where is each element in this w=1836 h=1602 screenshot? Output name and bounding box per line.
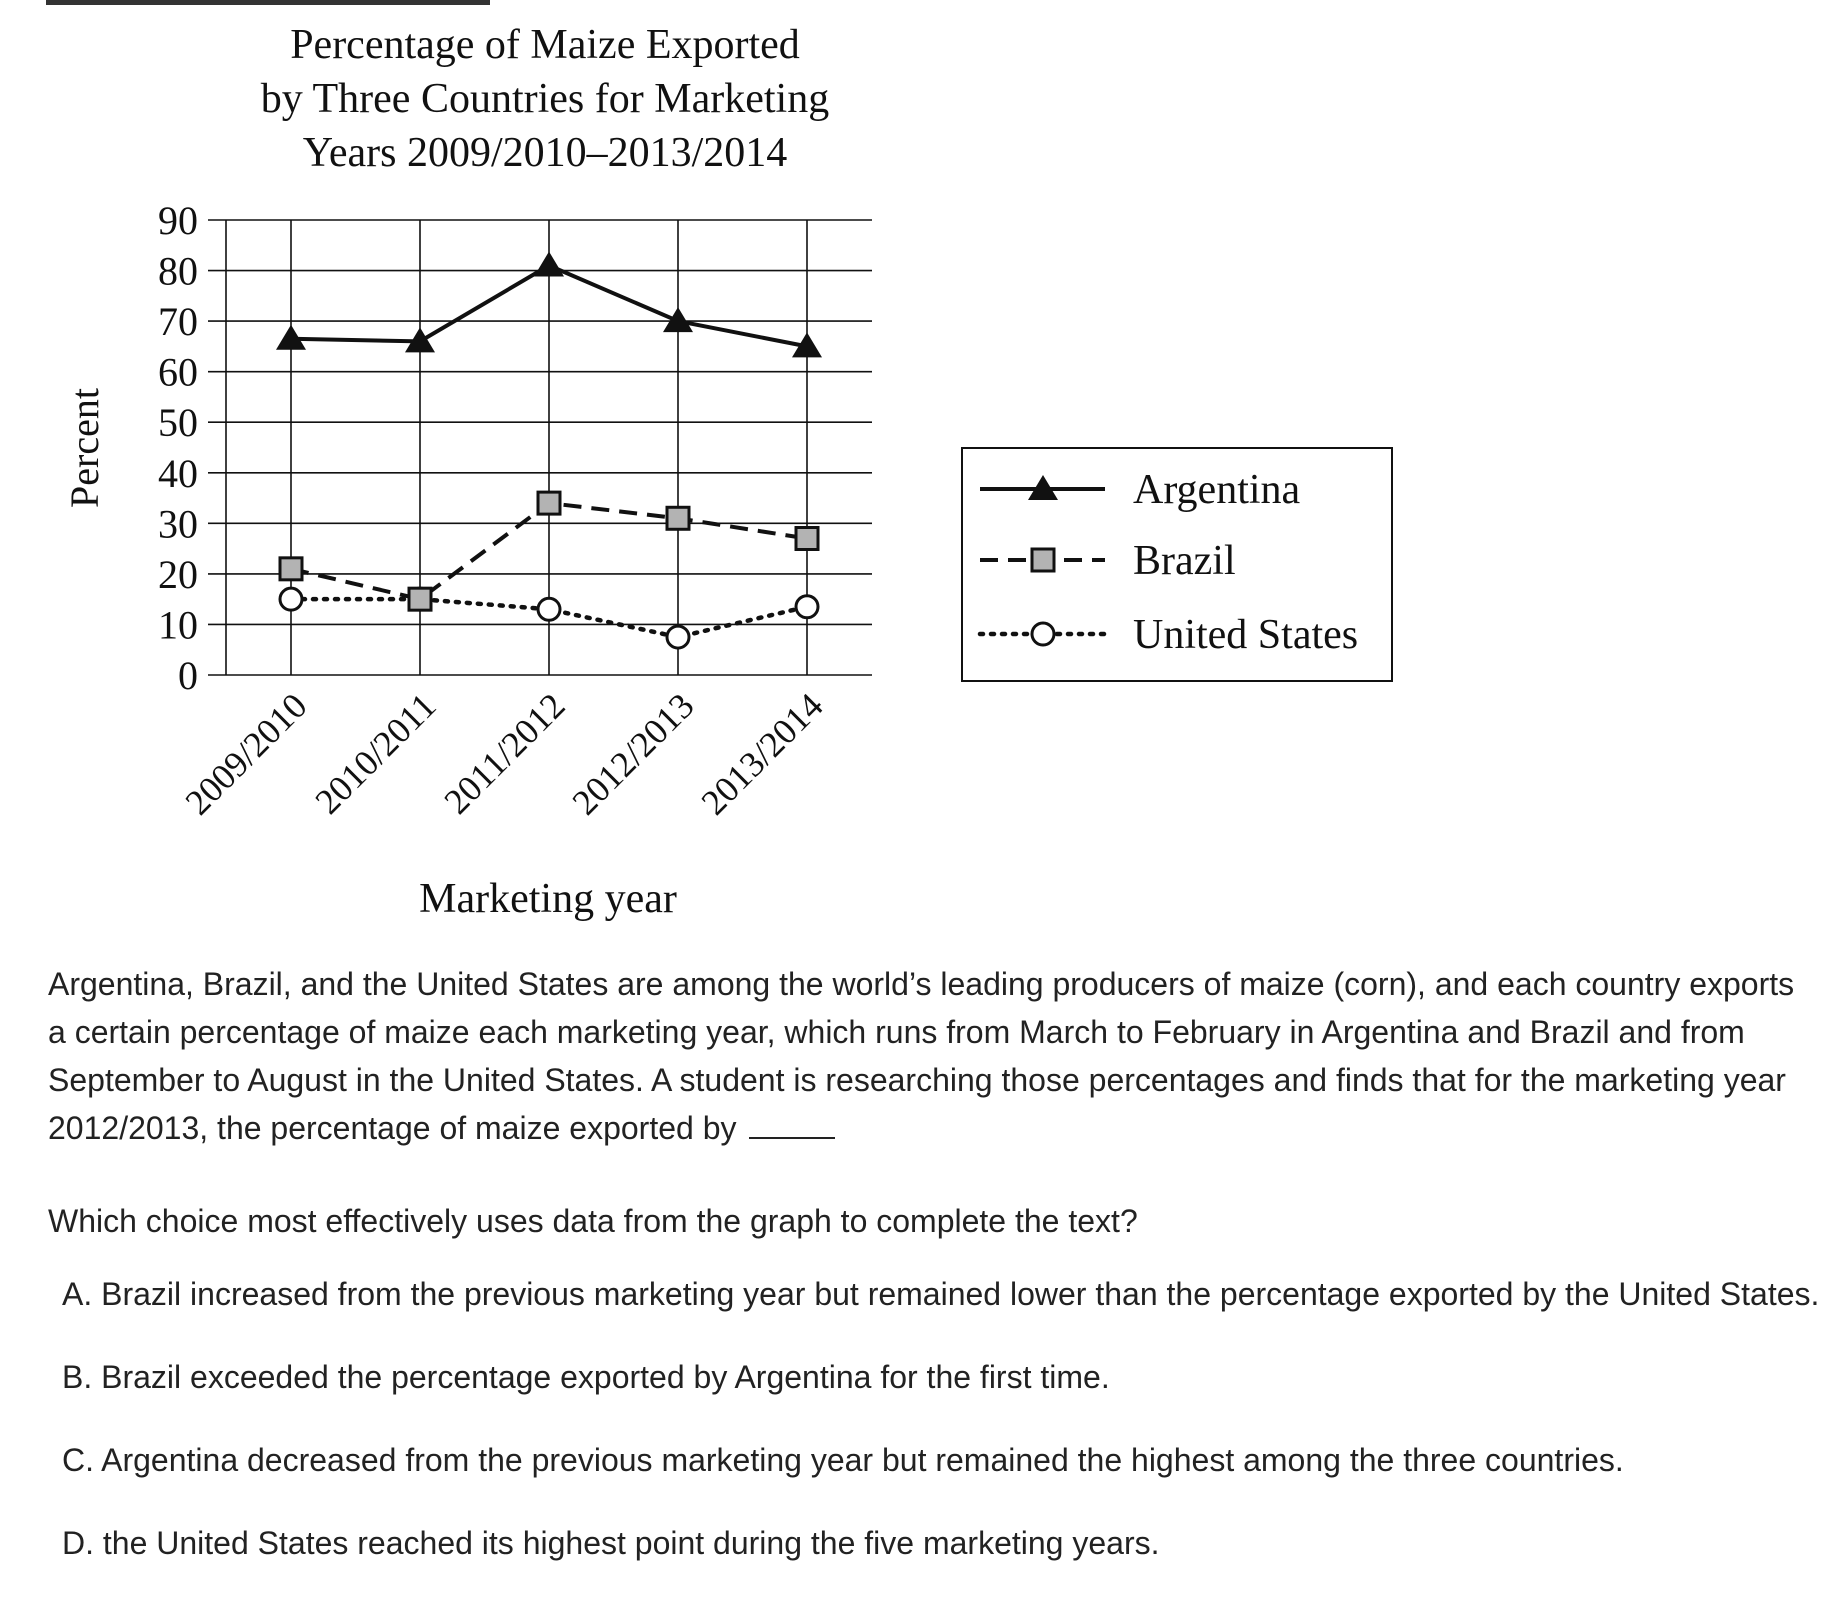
data-point-argentina-2009/2010 — [276, 324, 306, 350]
data-point-brazil-2010/2011 — [407, 586, 433, 612]
data-point-brazil-2012/2013 — [665, 505, 691, 531]
y-tick-label-80: 80 — [158, 249, 198, 294]
y-tick-label-10: 10 — [158, 602, 198, 647]
chart-title: Percentage of Maize Exported by Three Co… — [261, 22, 829, 176]
legend-label-argentina: Argentina — [1133, 467, 1301, 513]
question-prompt: Which choice most effectively uses data … — [48, 1203, 1138, 1239]
data-point-united-states-2013/2014 — [794, 594, 820, 620]
x-tick-label-2013/2014: 2013/2014 — [693, 685, 830, 822]
legend-marker-brazil — [1030, 547, 1056, 573]
data-point-brazil-2009/2010 — [278, 556, 304, 582]
legend-marker-united-states — [1030, 621, 1056, 647]
answer-blank — [749, 1111, 836, 1139]
series-line-united-states — [288, 596, 810, 640]
legend-label-united-states: United States — [1133, 612, 1358, 658]
passage-text: Argentina, Brazil, and the United States… — [48, 960, 1818, 1152]
passage-body: Argentina, Brazil, and the United States… — [48, 966, 1795, 1146]
y-tick-label-30: 30 — [158, 501, 198, 546]
y-tick-label-60: 60 — [158, 350, 198, 395]
y-tick-label-90: 90 — [158, 198, 198, 243]
choice-b[interactable]: B. Brazil exceeded the percentage export… — [62, 1359, 1110, 1395]
data-point-argentina-2011/2012 — [534, 251, 564, 277]
y-tick-label-0: 0 — [178, 653, 198, 698]
data-point-united-states-2009/2010 — [278, 586, 304, 612]
legend: Argentina Brazil United States — [961, 447, 1393, 682]
data-point-argentina-2012/2013 — [663, 307, 693, 333]
choice-a[interactable]: A. Brazil increased from the previous ma… — [62, 1276, 1820, 1312]
data-point-united-states-2012/2013 — [665, 624, 691, 650]
chart-title-line-3: Years 2009/2010–2013/2014 — [303, 130, 788, 176]
chart-title-line-2: by Three Countries for Marketing — [261, 76, 829, 122]
y-tick-label-40: 40 — [158, 451, 198, 496]
choice-d[interactable]: D. the United States reached its highest… — [62, 1525, 1160, 1561]
data-point-united-states-2011/2012 — [536, 596, 562, 622]
chart-title-line-1: Percentage of Maize Exported — [290, 22, 800, 68]
legend-marker-argentina — [1028, 475, 1058, 500]
y-tick-label-70: 70 — [158, 299, 198, 344]
y-tick-label-50: 50 — [158, 400, 198, 445]
x-axis-label: Marketing year — [419, 876, 677, 922]
plot-area: 90807060504030201002009/20102010/2011201… — [158, 198, 872, 823]
x-tick-label-2012/2013: 2012/2013 — [564, 685, 701, 822]
legend-label-brazil: Brazil — [1133, 538, 1236, 584]
data-point-brazil-2011/2012 — [536, 490, 562, 516]
y-axis-label: Percent — [62, 388, 107, 508]
maize-export-line-chart: Percentage of Maize Exported by Three Co… — [62, 22, 1393, 922]
data-point-argentina-2010/2011 — [405, 327, 435, 353]
y-tick-label-20: 20 — [158, 552, 198, 597]
data-point-argentina-2013/2014 — [792, 332, 822, 358]
top-divider-bar — [46, 0, 490, 5]
choice-c[interactable]: C. Argentina decreased from the previous… — [62, 1442, 1624, 1478]
x-tick-label-2009/2010: 2009/2010 — [177, 685, 314, 822]
x-tick-label-2011/2012: 2011/2012 — [436, 685, 572, 821]
x-tick-label-2010/2011: 2010/2011 — [307, 685, 443, 821]
answer-choices: A. Brazil increased from the previous ma… — [62, 1270, 1832, 1602]
data-point-brazil-2013/2014 — [794, 526, 820, 551]
